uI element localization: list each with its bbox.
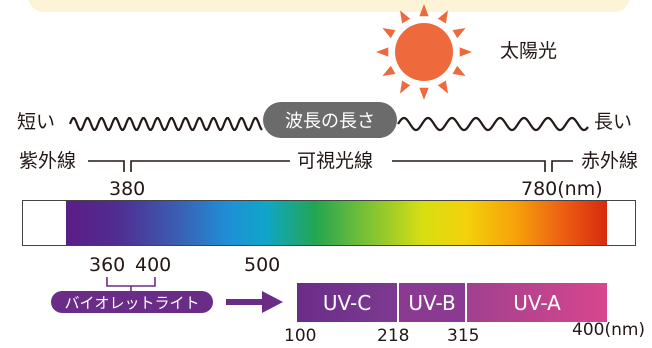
spectrum-gradient: [66, 201, 607, 245]
visible-light-label: 可視光線: [297, 150, 374, 172]
uv-tick-218: 218: [377, 326, 410, 346]
sun-label: 太陽光: [500, 40, 558, 62]
wavelength-length-badge: 波長の長さ: [263, 102, 397, 138]
long-wavelength-label: 長い: [594, 111, 633, 133]
sun-icon: [376, 4, 472, 100]
top-banner: [28, 0, 630, 12]
spectrum-bar: [22, 200, 636, 246]
uv-tick-315: 315: [447, 326, 480, 346]
visible-start-value: 380: [109, 178, 146, 200]
visible-end-number: 780: [521, 178, 558, 200]
wavelength-length-label: 波長の長さ: [285, 111, 375, 132]
uv-a-segment: UV-A: [467, 283, 607, 322]
visible-end-unit: (nm): [557, 178, 603, 200]
uv-a-label: UV-A: [513, 290, 561, 315]
ultraviolet-label: 紫外線: [19, 150, 77, 172]
infrared-label: 赤外線: [581, 150, 639, 172]
uv-tick-400-unit: (nm): [604, 320, 646, 340]
short-wavelength-label: 短い: [17, 111, 56, 133]
uv-tick-100: 100: [284, 326, 317, 346]
tick-500: 500: [244, 254, 281, 276]
uv-tick-400: 400(nm): [572, 322, 645, 339]
violet-light-label: バイオレットライト: [64, 293, 200, 312]
uv-b-label: UV-B: [408, 290, 456, 315]
tick-360: 360: [89, 254, 126, 276]
uv-tick-400-number: 400: [572, 320, 605, 340]
visible-end-value: 780(nm): [521, 180, 603, 199]
uv-c-segment: UV-C: [297, 283, 397, 322]
arrow-right-icon: [226, 291, 283, 313]
tick-400: 400: [135, 254, 172, 276]
uv-c-label: UV-C: [322, 290, 372, 315]
violet-light-badge: バイオレットライト: [51, 291, 213, 313]
uv-b-segment: UV-B: [399, 283, 465, 322]
